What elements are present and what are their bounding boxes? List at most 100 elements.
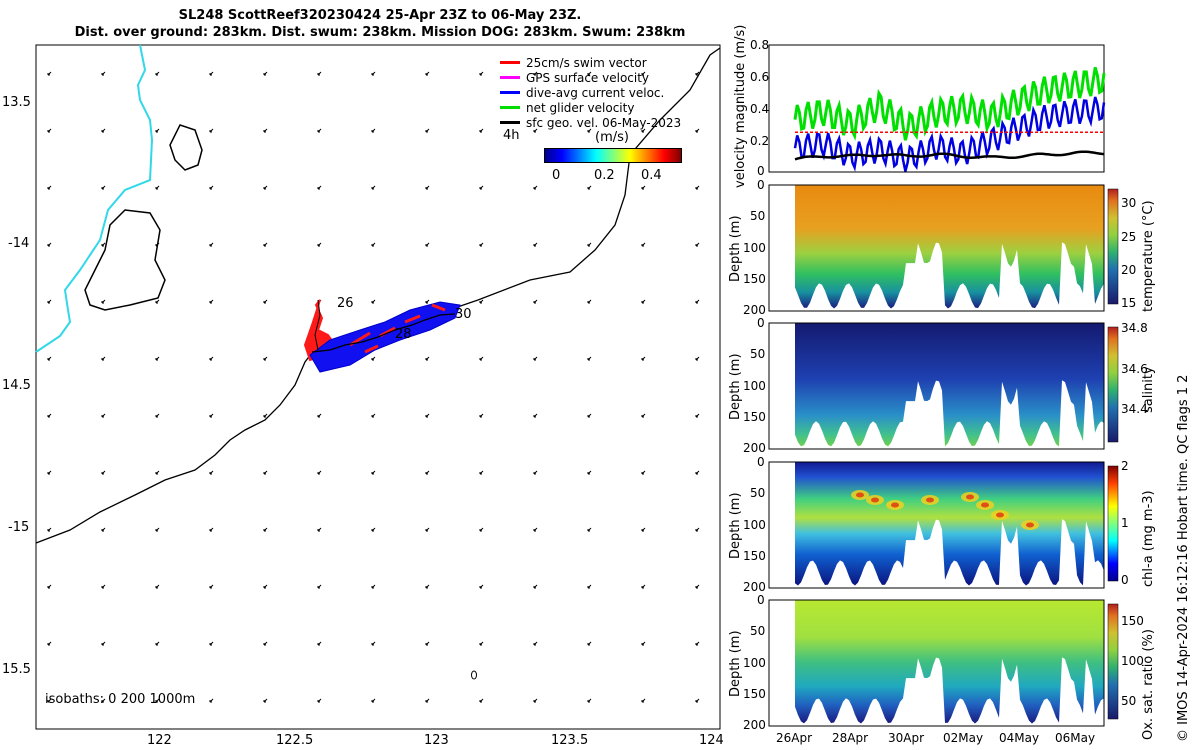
ox-ytick-4: 200 xyxy=(743,718,766,732)
chla-peak-patch xyxy=(981,502,989,508)
velocity-arrow xyxy=(263,698,268,703)
velocity-arrow xyxy=(425,698,430,703)
velocity-arrow xyxy=(209,128,214,133)
temp-ctick-3: 15 xyxy=(1121,296,1137,310)
sal-ytick-1: 50 xyxy=(750,347,766,361)
map-xtick-3: 123.5 xyxy=(551,733,589,748)
velocity-arrow xyxy=(641,698,646,703)
legend-swatch-net xyxy=(500,106,520,109)
velocity-arrow xyxy=(371,185,376,190)
velocity-arrow xyxy=(479,470,484,475)
velocity-arrow xyxy=(209,185,214,190)
velocity-arrow xyxy=(317,641,322,646)
sal-ytick-2: 100 xyxy=(743,379,766,393)
colorbar-tick-1: 0.2 xyxy=(594,168,615,183)
velocity-arrow xyxy=(695,128,700,133)
ox-ytick-0: 0 xyxy=(757,593,765,607)
chl-ytick-4: 200 xyxy=(743,580,766,594)
velocity-arrow xyxy=(101,584,106,589)
track-blue-current-vectors xyxy=(309,301,461,373)
copyright-note: © IMOS 14-Apr-2024 16:12:16 Hobart time.… xyxy=(1176,374,1191,742)
map-legend: 25cm/s swim vector GPS surface velocity … xyxy=(500,55,690,130)
map-ytick-0: 13.5 xyxy=(2,95,31,110)
legend-swatch-sfc xyxy=(500,121,520,124)
chart-title-line1: SL248 ScottReef320230424 25-Apr 23Z to 0… xyxy=(178,8,582,23)
velocity-arrow xyxy=(263,584,268,589)
ox-ytick-3: 150 xyxy=(743,687,766,701)
chla-peak-patch xyxy=(966,494,974,500)
legend-net: net glider velocity xyxy=(526,100,635,115)
temp-ctick-1: 25 xyxy=(1121,230,1137,244)
map-xtick-4: 124 xyxy=(699,733,724,748)
legend-swatch-dive xyxy=(500,91,520,94)
velocity-arrow xyxy=(209,698,214,703)
velocity-arrow xyxy=(101,242,106,247)
velocity-arrow xyxy=(695,584,700,589)
velocity-panel xyxy=(768,44,1106,173)
velocity-arrow xyxy=(209,242,214,247)
velocity-arrow xyxy=(47,470,52,475)
velocity-arrow xyxy=(425,584,430,589)
velocity-arrow xyxy=(101,71,106,76)
velocity-arrow xyxy=(263,71,268,76)
velocity-arrow xyxy=(263,356,268,361)
ox-ytick-2: 100 xyxy=(743,656,766,670)
velocity-arrow xyxy=(101,413,106,418)
velocity-arrow xyxy=(587,242,592,247)
velocity-arrow xyxy=(695,71,700,76)
velocity-arrow xyxy=(155,641,160,646)
velocity-arrow xyxy=(317,242,322,247)
track-line-2 xyxy=(314,299,321,351)
velocity-arrow xyxy=(533,527,538,532)
velocity-arrow xyxy=(47,527,52,532)
velocity-arrow xyxy=(263,242,268,247)
velocity-arrow xyxy=(533,413,538,418)
legend-dive: dive-avg current veloc. xyxy=(526,85,665,100)
velocity-arrow xyxy=(209,641,214,646)
velocity-arrow xyxy=(263,128,268,133)
date-tick-5: 06May xyxy=(1055,731,1096,745)
velocity-arrow xyxy=(533,185,538,190)
isobaths-label: isobaths: 0 200 1000m xyxy=(45,692,196,707)
ox-ctick-2: 50 xyxy=(1121,694,1137,708)
velocity-arrow xyxy=(479,71,484,76)
velocity-arrow xyxy=(47,128,52,133)
velocity-arrow xyxy=(425,413,430,418)
oxygen-field xyxy=(795,600,1104,724)
velocity-arrow xyxy=(587,128,592,133)
track-red-segments xyxy=(349,303,446,354)
velocity-arrow xyxy=(263,527,268,532)
velocity-arrow xyxy=(371,413,376,418)
sal-ctick-1: 34.6 xyxy=(1121,362,1148,376)
velocity-arrow xyxy=(371,470,376,475)
chla-peak-patch xyxy=(926,497,934,503)
vel-ytick-0: 0.8 xyxy=(750,38,770,52)
chl-ytick-1: 50 xyxy=(750,486,766,500)
velocity-arrow xyxy=(533,470,538,475)
velocity-arrow xyxy=(533,698,538,703)
chl-clabel: chl-a (mg m-3) xyxy=(1141,490,1156,587)
velocity-arrow xyxy=(533,299,538,304)
track-label-28: 28 xyxy=(395,327,412,342)
velocity-arrow xyxy=(533,641,538,646)
chl-ctick-2: 0 xyxy=(1121,573,1129,587)
velocity-arrow xyxy=(101,299,106,304)
date-tick-1: 28Apr xyxy=(832,731,869,745)
date-tick-3: 02May xyxy=(943,731,984,745)
chl-ctick-1: 1 xyxy=(1121,516,1129,530)
velocity-arrow xyxy=(479,128,484,133)
salinity-field xyxy=(795,323,1104,447)
temp-ytick-2: 100 xyxy=(743,241,766,255)
chla-colorbar xyxy=(1107,465,1119,582)
coastline xyxy=(35,44,154,353)
velocity-arrow xyxy=(425,299,430,304)
velocity-arrow xyxy=(371,71,376,76)
vel-ytick-4: 0 xyxy=(757,164,765,178)
legend-swatch-gps xyxy=(500,76,520,79)
oxygen-panel xyxy=(768,599,1119,727)
velocity-arrow xyxy=(695,413,700,418)
temp-ylabel: Depth (m) xyxy=(728,215,743,282)
velocity-arrow xyxy=(695,698,700,703)
label-4h: 4h xyxy=(503,128,520,143)
velocity-arrow xyxy=(209,413,214,418)
